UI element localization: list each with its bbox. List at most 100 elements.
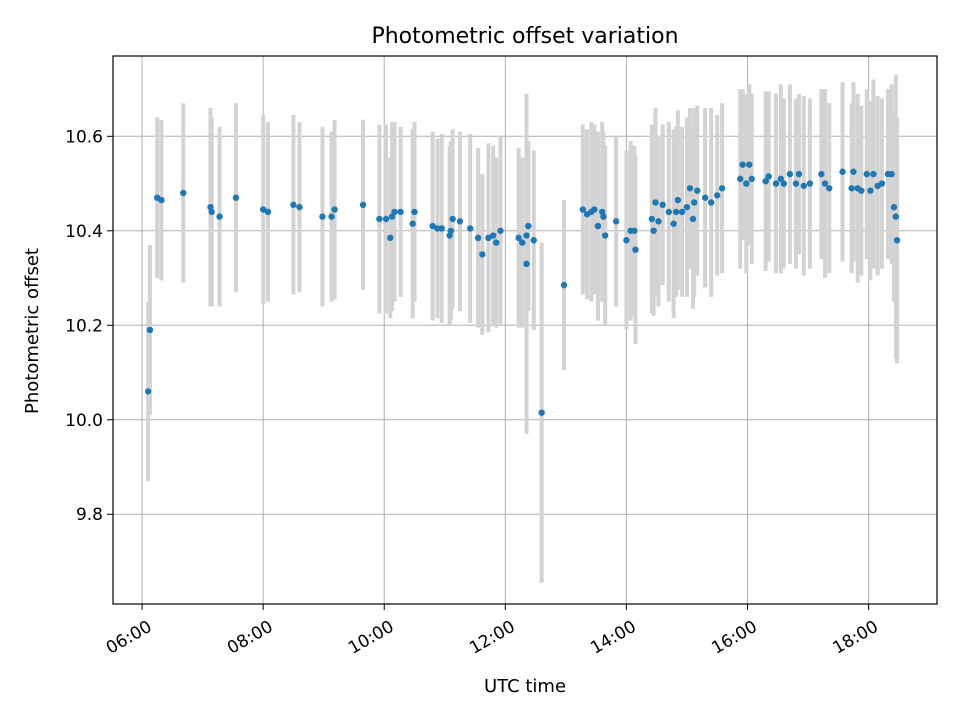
data-point [888, 170, 895, 178]
data-point [786, 170, 794, 178]
data-point [795, 170, 803, 178]
data-point [648, 215, 656, 223]
data-point [409, 220, 416, 227]
data-point [328, 213, 335, 220]
y-tick-label: 9.8 [76, 505, 103, 525]
data-point [893, 237, 901, 244]
data-point [686, 185, 694, 192]
data-point [792, 180, 800, 187]
data-point [701, 194, 709, 201]
data-point [818, 170, 825, 178]
data-point [376, 215, 383, 223]
data-point [579, 206, 587, 213]
data-point [748, 175, 755, 183]
data-point [519, 239, 526, 246]
data-point [388, 213, 396, 220]
data-point [290, 201, 297, 209]
data-point [652, 199, 659, 206]
data-point [623, 237, 630, 244]
data-point [655, 218, 662, 225]
data-point [359, 201, 367, 209]
data-points [144, 161, 901, 416]
data-point [672, 208, 680, 216]
data-point [858, 187, 865, 194]
data-point [674, 196, 682, 204]
data-point [691, 199, 698, 206]
data-point [259, 206, 267, 213]
data-point [707, 199, 715, 206]
data-point [525, 222, 532, 230]
data-point [591, 206, 598, 213]
data-point [848, 185, 855, 192]
data-point [479, 251, 486, 258]
data-point [232, 194, 240, 201]
y-tick-label: 10.0 [65, 411, 103, 431]
data-point [331, 206, 338, 213]
data-point [739, 161, 746, 168]
data-point [839, 168, 846, 175]
data-point [746, 161, 753, 168]
data-point [490, 232, 497, 239]
data-point [411, 208, 418, 216]
data-point [800, 182, 808, 190]
data-point [689, 215, 697, 223]
data-point [391, 208, 398, 216]
data-point [777, 175, 784, 183]
plot-frame [112, 55, 938, 605]
y-tick-label: 10.6 [65, 127, 103, 147]
data-point [146, 326, 154, 334]
data-point [497, 227, 504, 234]
data-point [737, 175, 744, 183]
data-point [594, 222, 602, 230]
data-point [523, 232, 530, 239]
data-point [180, 189, 187, 197]
y-axis-title: Photometric offset [22, 248, 43, 414]
data-point [560, 281, 568, 289]
data-point [665, 208, 672, 216]
data-point [878, 180, 886, 187]
data-point [678, 208, 686, 216]
data-point [863, 170, 870, 178]
data-point [870, 170, 877, 178]
data-point [493, 239, 500, 246]
data-point [319, 213, 326, 220]
data-point [683, 203, 691, 211]
data-point [530, 237, 537, 244]
data-point [456, 218, 464, 225]
data-point [890, 203, 898, 211]
data-point [397, 208, 404, 216]
data-point [523, 260, 530, 268]
data-point [780, 180, 788, 187]
data-point [659, 201, 666, 209]
data-point [387, 234, 394, 242]
data-point [743, 180, 750, 187]
data-point [467, 225, 474, 232]
data-point [538, 409, 545, 416]
data-point [600, 213, 607, 220]
data-point [382, 215, 390, 223]
data-point [438, 225, 445, 232]
data-point [765, 173, 772, 180]
data-point [850, 168, 857, 175]
chart-title: Photometric offset variation [371, 24, 678, 49]
data-point [694, 187, 701, 194]
data-point [264, 208, 272, 216]
data-point [762, 177, 769, 185]
data-point [867, 187, 874, 194]
data-point [602, 232, 609, 239]
data-point [296, 203, 303, 211]
data-point [449, 215, 456, 223]
y-tick-label: 10.4 [65, 222, 103, 242]
data-point [429, 222, 436, 230]
x-axis-title: UTC time [484, 676, 566, 697]
data-point [714, 192, 721, 199]
data-point [612, 218, 620, 225]
data-point [515, 234, 522, 242]
data-point [821, 180, 829, 187]
data-point [447, 227, 455, 234]
data-point [670, 220, 677, 227]
data-point [631, 227, 638, 234]
y-tick-label: 10.2 [65, 316, 103, 336]
